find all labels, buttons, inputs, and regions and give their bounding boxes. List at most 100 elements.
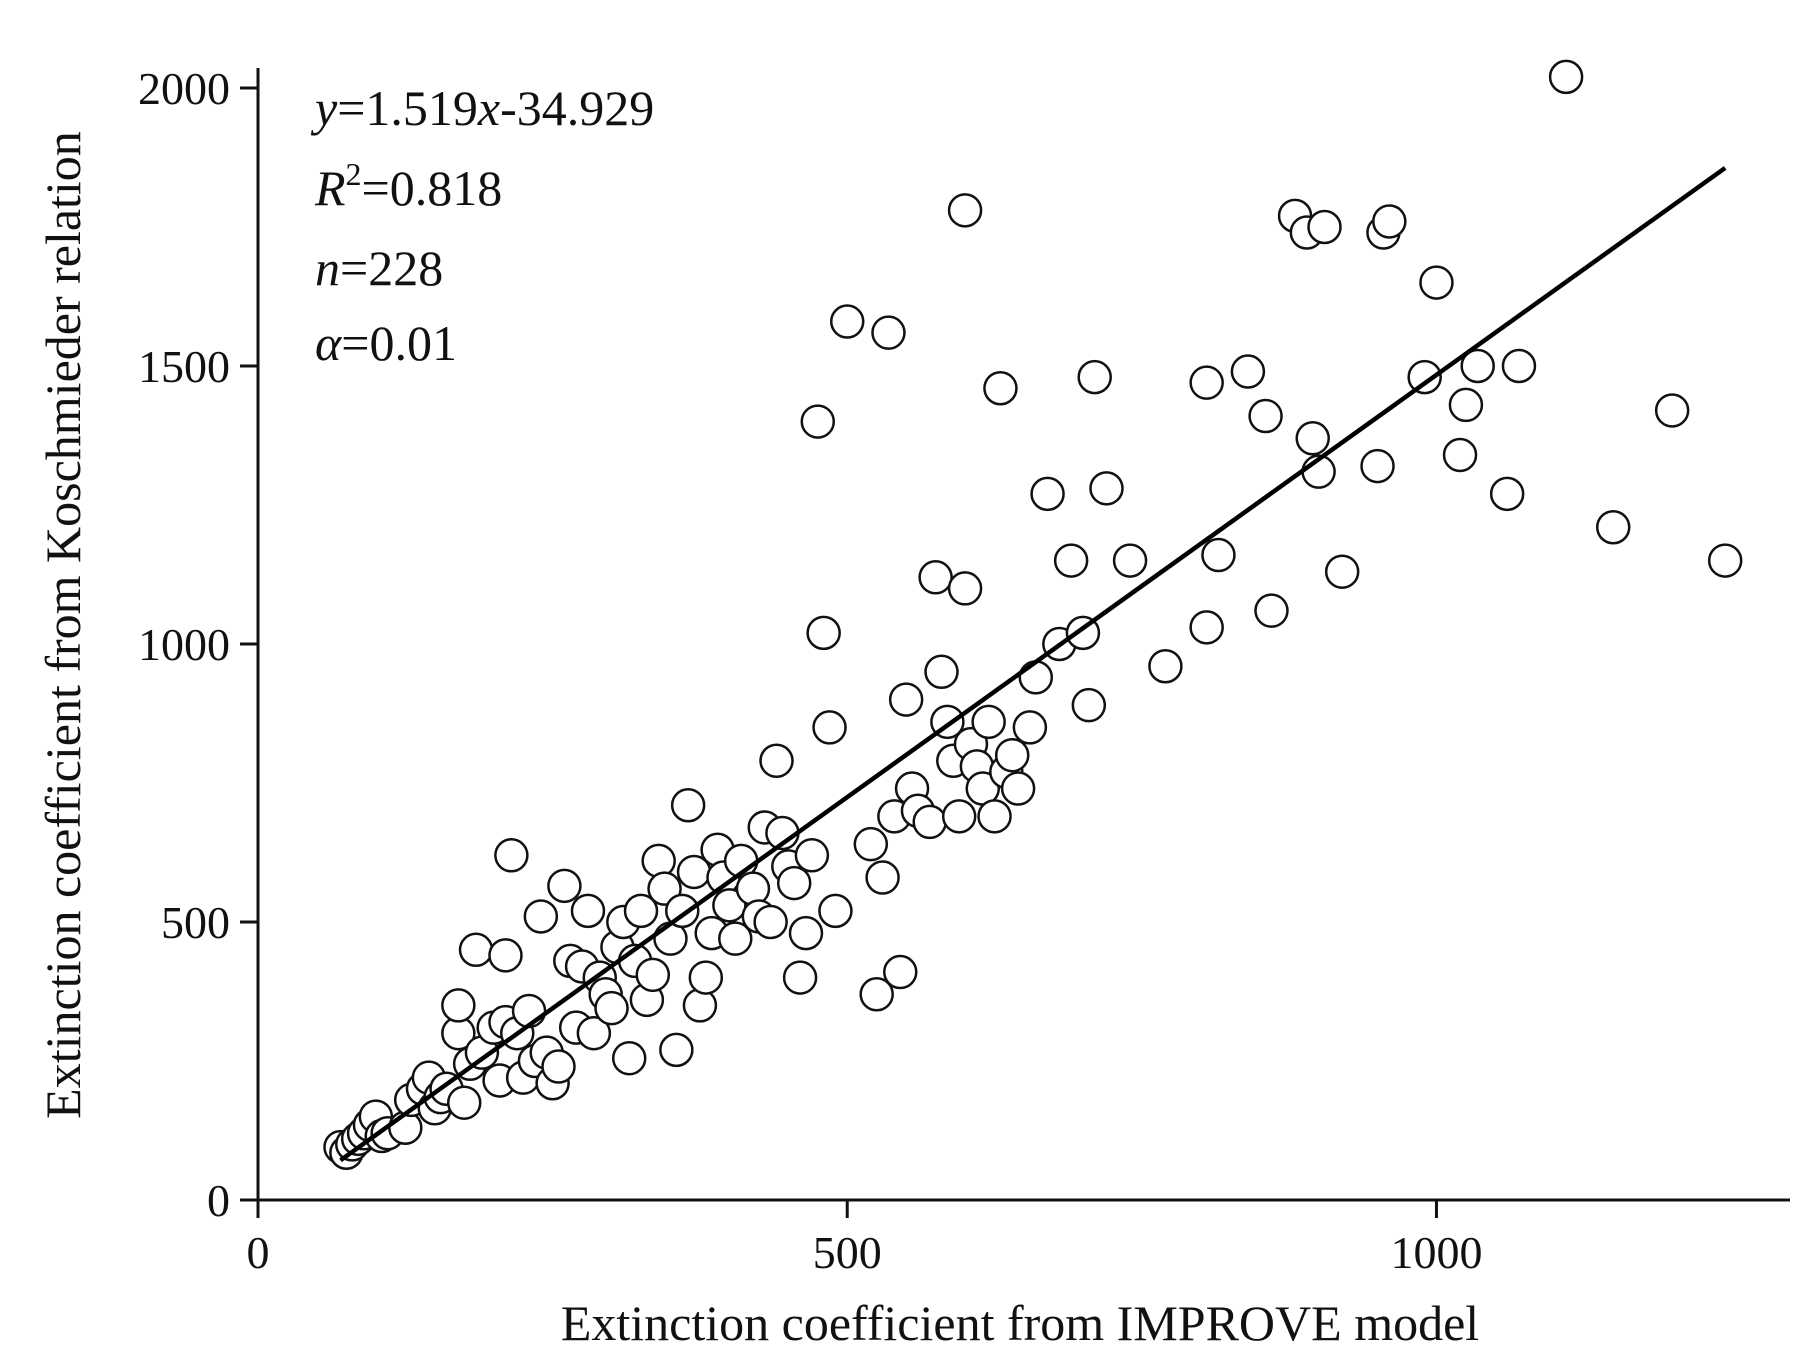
r2-annotation: R2=0.818 [314,156,502,216]
data-point [1489,476,1525,512]
data-point [918,560,953,595]
data-point [947,571,983,606]
data-point [776,865,812,901]
data-point [635,957,671,993]
y-tick-label: 500 [161,897,230,948]
data-point [1018,660,1054,695]
data-point [611,1040,647,1076]
data-point [1442,437,1478,473]
data-point [1419,265,1454,300]
data-point [1307,209,1342,245]
data-point [912,804,947,840]
x-tick-label: 1000 [1390,1227,1482,1278]
data-point [947,193,983,228]
y-tick-label: 0 [207,1175,230,1226]
data-point [523,899,559,934]
data-point [924,654,959,690]
data-point [788,915,824,951]
data-point [1000,771,1036,806]
data-point [794,838,830,873]
data-point [1707,543,1743,578]
y-tick-label: 1000 [138,619,230,670]
data-point [623,893,659,929]
data-point [1595,509,1631,545]
data-point [1012,710,1048,745]
data-point [1030,476,1065,512]
data-point [753,904,788,940]
data-point [1189,610,1224,645]
data-point [682,988,718,1023]
n-annotation: n=228 [315,240,443,296]
data-point [1372,204,1407,239]
data-point [1654,393,1690,428]
data-point [718,921,753,956]
alpha-annotation: α=0.01 [315,315,457,371]
data-point [1071,687,1107,723]
data-point [871,315,906,350]
data-point [494,838,529,873]
x-tick-label: 500 [813,1227,882,1278]
data-point [1201,537,1236,573]
data-point [1089,471,1124,506]
y-tick-label: 1500 [138,341,230,392]
data-point [1548,59,1584,95]
data-point [1148,648,1183,684]
data-point [1295,421,1330,456]
data-point [759,743,794,779]
data-point [576,1015,612,1051]
data-point [829,304,865,339]
data-point [883,954,918,990]
data-point [488,938,523,973]
data-point [1112,543,1148,578]
data-point [806,615,841,651]
data-point [594,990,629,1026]
equation-annotation: y=1.519x-34.929 [310,80,654,136]
data-point [1053,543,1089,578]
annotation-block: y=1.519x-34.929 R2=0.818 n=228 α=0.01 [310,80,654,371]
data-point [977,799,1012,834]
x-tick-label: 0 [247,1227,270,1278]
data-point [812,710,847,745]
data-point [511,993,547,1029]
regression-line [339,166,1727,1163]
data-point [641,843,676,879]
data-point [1230,354,1266,389]
data-point [1448,387,1484,423]
data-point [735,871,771,906]
data-point [859,977,894,1012]
data-point [1501,348,1537,384]
data-point [446,1085,482,1120]
data-point [818,893,853,929]
data-point [1360,448,1395,484]
data-point [941,799,977,834]
data-point [441,988,476,1023]
plot-layer: 0 500 1000 0 500 1000 1500 2000 [138,59,1790,1278]
data-point [1324,554,1360,589]
data-point [1189,365,1224,400]
y-axis-title: Extinction coefficient from Koschmieder … [35,131,91,1119]
data-point [1460,348,1495,384]
data-point [1077,359,1112,395]
data-point [1248,398,1283,434]
data-point [547,868,582,904]
y-tick-label: 2000 [138,63,230,114]
data-point [800,404,836,439]
data-point [712,888,747,923]
data-point [570,893,606,929]
data-point [865,860,900,895]
data-point [994,737,1030,773]
data-point [458,932,494,968]
data-point [659,1032,694,1068]
x-axis-title: Extinction coefficient from IMPROVE mode… [561,1295,1479,1351]
data-point [853,826,889,862]
data-point [688,960,724,995]
data-point [1407,359,1442,395]
data-point [971,704,1006,740]
data-point [782,960,818,995]
data-point [541,1049,576,1084]
data-point [1254,593,1289,628]
data-point [983,370,1018,406]
data-point [888,682,924,717]
data-point [670,787,706,823]
